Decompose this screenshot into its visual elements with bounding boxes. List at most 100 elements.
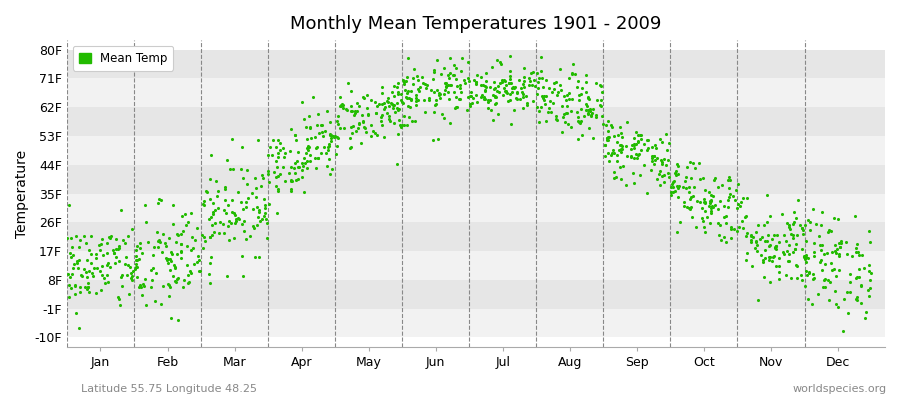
Point — [397, 79, 411, 86]
Point — [266, 136, 280, 143]
Point — [801, 254, 815, 261]
Point — [550, 92, 564, 98]
Point — [571, 78, 585, 84]
Point — [795, 225, 809, 231]
Point — [494, 77, 508, 83]
Point — [851, 252, 866, 258]
Point — [181, 272, 195, 278]
Point — [450, 83, 464, 90]
Point — [212, 219, 227, 225]
Point — [400, 73, 414, 80]
Point — [180, 219, 194, 225]
Point — [501, 80, 516, 86]
Point — [392, 106, 406, 112]
Point — [441, 72, 455, 78]
Point — [399, 78, 413, 84]
Point — [705, 203, 719, 209]
Point — [683, 204, 698, 210]
Point — [739, 212, 753, 219]
Point — [88, 251, 103, 257]
Point — [418, 81, 432, 88]
Point — [223, 166, 238, 173]
Point — [329, 151, 344, 158]
Point — [153, 239, 167, 245]
Point — [788, 245, 803, 252]
Point — [284, 164, 298, 170]
Point — [356, 94, 370, 100]
Point — [624, 146, 638, 152]
Point — [607, 175, 621, 181]
Point — [734, 198, 749, 205]
Point — [615, 134, 629, 140]
Point — [504, 121, 518, 127]
Point — [663, 184, 678, 190]
Point — [563, 124, 578, 130]
Point — [787, 219, 801, 225]
Point — [503, 97, 517, 104]
Point — [318, 128, 332, 134]
Point — [584, 113, 598, 119]
Point — [516, 91, 530, 97]
Point — [72, 324, 86, 331]
Point — [753, 236, 768, 242]
Point — [485, 64, 500, 70]
Point — [800, 272, 814, 278]
Point — [176, 284, 191, 290]
Point — [614, 176, 628, 182]
Point — [238, 236, 253, 242]
Point — [339, 106, 354, 112]
Point — [441, 89, 455, 95]
Point — [768, 244, 782, 251]
Point — [464, 92, 478, 99]
Point — [633, 172, 647, 178]
Point — [387, 93, 401, 99]
Point — [284, 177, 299, 184]
Point — [629, 141, 643, 147]
Point — [520, 100, 535, 106]
Point — [79, 268, 94, 275]
Point — [470, 99, 484, 106]
Point — [174, 248, 188, 254]
Point — [184, 270, 199, 277]
Point — [84, 259, 98, 266]
Point — [724, 224, 739, 231]
Point — [627, 155, 642, 162]
Point — [230, 215, 245, 221]
Point — [626, 141, 641, 148]
Point — [421, 97, 436, 104]
Point — [509, 90, 524, 96]
Point — [464, 101, 478, 107]
Point — [183, 268, 197, 274]
Point — [728, 186, 742, 193]
Point — [692, 160, 706, 166]
Point — [850, 294, 864, 301]
Point — [618, 143, 633, 150]
Point — [614, 146, 628, 153]
Point — [427, 66, 441, 73]
Point — [261, 152, 275, 158]
Point — [168, 278, 183, 284]
Point — [456, 77, 471, 83]
Point — [277, 178, 292, 184]
Point — [193, 257, 207, 264]
Point — [577, 112, 591, 119]
Point — [82, 288, 96, 295]
Point — [186, 261, 201, 267]
Point — [112, 243, 126, 250]
Point — [75, 272, 89, 279]
Point — [791, 197, 806, 204]
Point — [598, 142, 612, 148]
Legend: Mean Temp: Mean Temp — [73, 46, 173, 71]
Point — [706, 193, 720, 199]
Point — [322, 156, 337, 162]
Point — [627, 140, 642, 147]
Point — [400, 122, 414, 128]
Point — [240, 167, 255, 173]
Point — [544, 108, 558, 115]
Point — [329, 118, 344, 124]
Point — [428, 69, 442, 76]
Point — [421, 95, 436, 101]
Point — [850, 248, 865, 255]
Point — [480, 70, 494, 76]
Point — [442, 96, 456, 103]
